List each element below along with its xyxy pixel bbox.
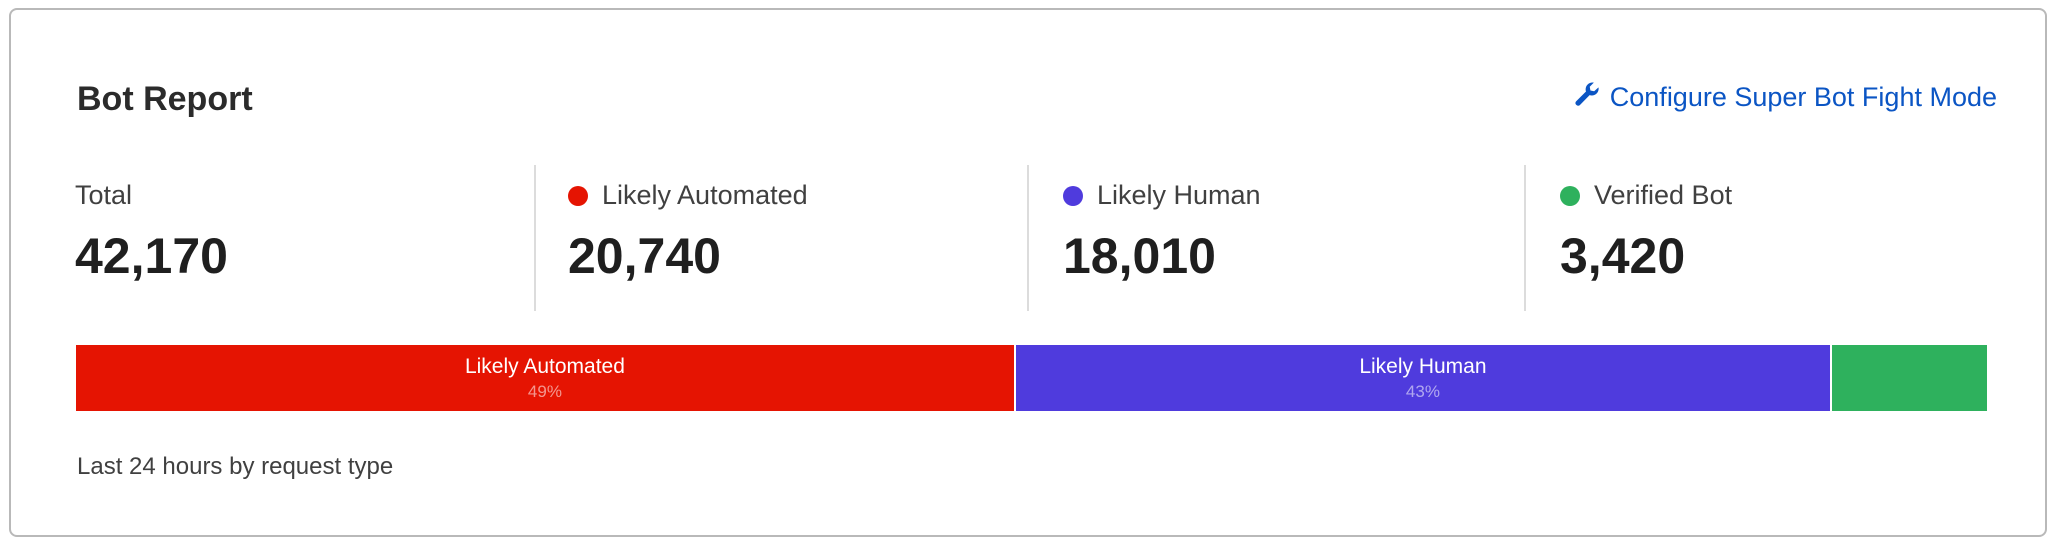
stat-value: 42,170 xyxy=(75,228,228,284)
divider xyxy=(1524,165,1526,311)
stat-label: Likely Human xyxy=(1097,180,1261,210)
stat-verified-bot: Verified Bot 3,420 xyxy=(1560,160,1732,310)
segment-label: Likely Human xyxy=(1359,354,1487,378)
bot-report-card: Bot Report Configure Super Bot Fight Mod… xyxy=(9,8,2047,537)
wrench-icon xyxy=(1572,80,1600,115)
stat-likely-human: Likely Human 18,010 xyxy=(1063,160,1261,310)
stat-total: Total 42,170 xyxy=(75,160,228,310)
stat-label: Total xyxy=(75,180,133,210)
bar-segment-likely-automated[interactable]: Likely Automated 49% xyxy=(76,345,1016,411)
green-dot-icon xyxy=(1560,185,1580,206)
footer-caption: Last 24 hours by request type xyxy=(77,453,394,480)
stat-value: 3,420 xyxy=(1560,228,1686,284)
segment-label: Likely Automated xyxy=(464,354,625,378)
divider xyxy=(1027,165,1029,311)
configure-link-label: Configure Super Bot Fight Mode xyxy=(1609,82,1997,112)
red-dot-icon xyxy=(568,185,588,206)
bar-segment-verified-bot[interactable] xyxy=(1832,345,1987,411)
stat-likely-automated: Likely Automated 20,740 xyxy=(568,160,808,310)
bar-segment-likely-human[interactable]: Likely Human 43% xyxy=(1015,345,1832,411)
stat-value: 18,010 xyxy=(1063,228,1216,284)
divider xyxy=(534,165,536,311)
segment-percent: 43% xyxy=(1405,381,1440,401)
purple-dot-icon xyxy=(1063,185,1083,206)
stat-label: Verified Bot xyxy=(1594,180,1733,210)
segment-percent: 49% xyxy=(527,381,562,401)
configure-super-bot-fight-mode-link[interactable]: Configure Super Bot Fight Mode xyxy=(1572,80,1997,115)
stat-value: 20,740 xyxy=(568,228,721,284)
card-title: Bot Report xyxy=(77,80,253,118)
stat-label: Likely Automated xyxy=(602,180,808,210)
request-type-bar: Likely Automated 49% Likely Human 43% xyxy=(76,345,1987,411)
